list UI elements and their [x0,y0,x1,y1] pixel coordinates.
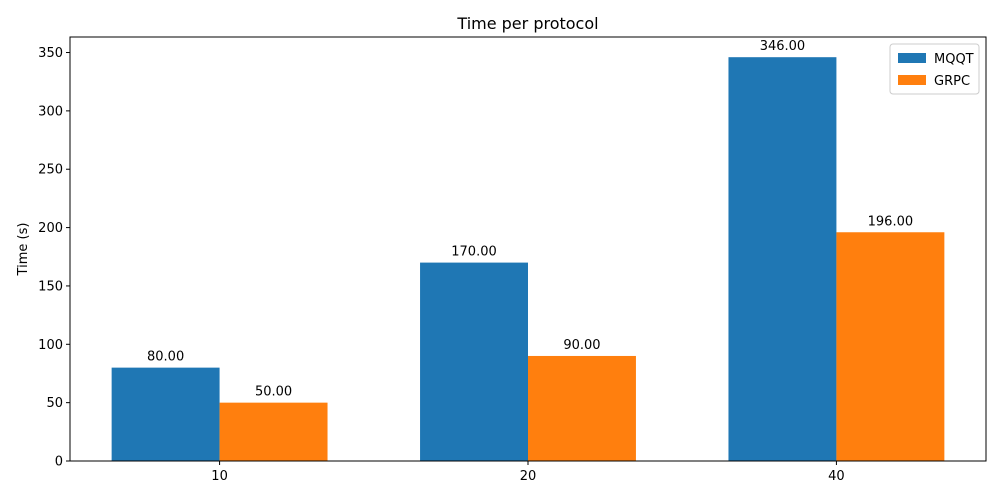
legend-label-mqqt: MQQT [934,52,974,67]
bar-grpc-20 [528,355,636,461]
legend: MQQT GRPC [889,43,980,95]
chart-title: Time per protocol [456,14,598,33]
x-axis-ticks: 10 20 40 [211,461,845,484]
y-tick-label: 150 [38,279,63,294]
y-tick-label: 250 [38,163,63,178]
y-axis-title: Time (s) [16,223,31,277]
y-tick-label: 200 [38,221,63,236]
y-tick-label: 350 [38,46,63,61]
legend-swatch-mqqt [898,53,926,63]
data-label: 90.00 [563,338,600,353]
data-label: 346.00 [760,39,806,54]
plot-frame [69,36,987,462]
x-tick-label: 20 [520,469,537,484]
y-tick-label: 300 [38,104,63,119]
bar-grpc-10 [219,402,328,461]
legend-label-grpc: GRPC [934,74,970,89]
data-label: 80.00 [147,350,184,365]
y-axis-ticks: 0 50 100 150 200 250 300 350 [38,46,70,470]
x-tick-label: 10 [211,469,228,484]
legend-swatch-grpc [898,75,926,85]
data-label: 170.00 [451,245,497,260]
bar-mqqt-10 [111,367,220,461]
y-tick-label: 0 [55,455,63,470]
y-tick-label: 50 [46,396,63,411]
data-labels: 80.00 170.00 346.00 50.00 90.00 196.00 [147,39,913,399]
bars [111,57,945,461]
data-label: 50.00 [255,385,292,400]
data-label: 196.00 [868,214,914,229]
bar-mqqt-20 [420,262,528,461]
y-tick-label: 100 [38,338,63,353]
bar-mqqt-40 [728,57,837,461]
bar-grpc-40 [836,232,945,461]
x-tick-label: 40 [828,469,845,484]
